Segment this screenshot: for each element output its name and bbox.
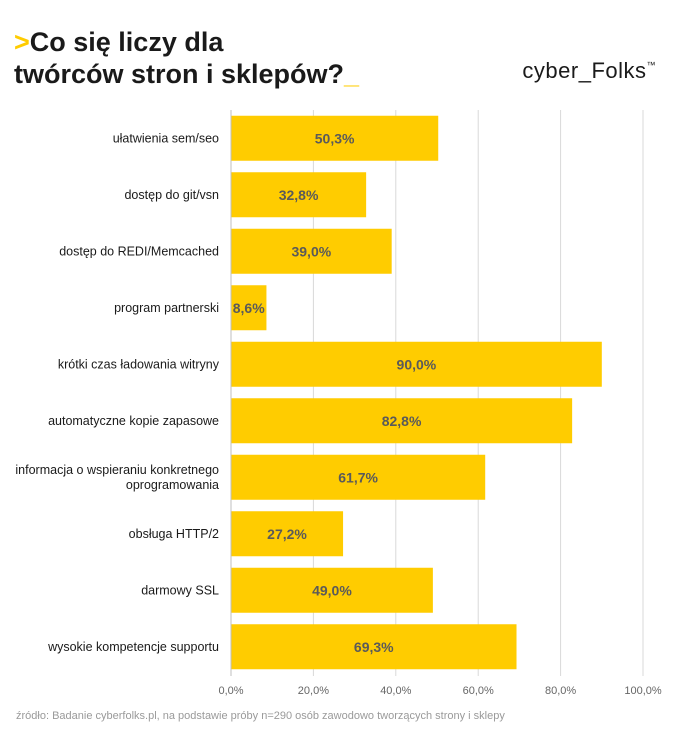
bar	[231, 454, 486, 500]
x-tick-label: 80,0%	[545, 685, 576, 697]
category-label: informacja o wspieraniu konkretnego oprog…	[15, 463, 219, 492]
category-label: krótki czas ładowania witryny	[58, 357, 220, 371]
x-tick-label: 0,0%	[218, 685, 243, 697]
bar	[231, 285, 267, 331]
brand-logo-text: cyber_Folks	[522, 58, 647, 83]
bar	[231, 511, 344, 557]
bar-value-label: 61,7%	[338, 469, 378, 485]
bar-value-label: 90,0%	[397, 356, 437, 372]
title-suffix: _	[344, 59, 360, 89]
bar	[231, 172, 367, 218]
title-prefix: >	[14, 27, 30, 57]
bar-value-label: 69,3%	[354, 639, 394, 655]
x-tick-label: 40,0%	[380, 685, 411, 697]
category-label: ułatwienia sem/seo	[113, 131, 219, 145]
x-tick-label: 60,0%	[463, 685, 494, 697]
bar-value-label: 39,0%	[291, 243, 331, 259]
category-label: wysokie kompetencje supportu	[47, 640, 219, 654]
bar-value-label: 50,3%	[315, 130, 355, 146]
title-line-2: twórców stron i sklepów?	[14, 59, 345, 89]
bar	[231, 398, 573, 444]
bar-value-label: 8,6%	[233, 300, 265, 316]
bar	[231, 115, 439, 161]
category-label: obsługa HTTP/2	[129, 527, 219, 541]
bar-value-label: 82,8%	[382, 413, 422, 429]
category-label: automatyczne kopie zapasowe	[48, 414, 219, 428]
category-label: dostęp do REDI/Memcached	[59, 244, 219, 258]
category-label: darmowy SSL	[141, 583, 219, 597]
bar-chart: 0,0% 20,0% 40,0% 60,0% 80,0% 100,0% 50,3% ułatw…	[15, 110, 662, 697]
x-tick-label: 20,0%	[298, 685, 329, 697]
bar	[231, 228, 392, 274]
bar-value-label: 27,2%	[267, 526, 307, 542]
category-label: program partnerski	[114, 301, 219, 315]
bar-value-label: 32,8%	[279, 187, 319, 203]
title-line-1: Co się liczy dla	[29, 27, 224, 57]
bar	[231, 341, 602, 387]
bar	[231, 567, 433, 613]
x-tick-label: 100,0%	[624, 685, 662, 697]
bar-value-label: 49,0%	[312, 582, 352, 598]
brand-logo: cyber_Folks™	[522, 58, 656, 84]
bar	[231, 624, 517, 670]
source-footnote: źródło: Badanie cyberfolks.pl, na podsta…	[16, 710, 505, 722]
trademark-mark: ™	[646, 60, 656, 70]
page-title: >Co się liczy dla twórców stron i sklepó…	[14, 26, 359, 90]
category-label: dostęp do git/vsn	[124, 188, 219, 202]
